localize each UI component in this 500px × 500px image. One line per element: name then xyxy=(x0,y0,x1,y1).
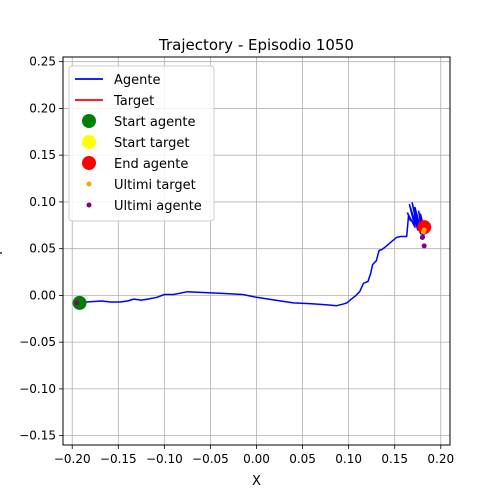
x-axis-label: X xyxy=(252,474,261,489)
y-tick-label: 0.15 xyxy=(29,148,56,162)
ultimi-agente-point xyxy=(421,243,427,249)
legend: Agente Target Start agente Start target End … xyxy=(68,65,215,222)
legend-swatch xyxy=(86,181,92,187)
y-ticks: −0.15 −0.10 −0.05 0.00 0.05 0.10 0.15 0.20 0.25 xyxy=(19,55,63,443)
legend-entry: Ultimi target xyxy=(86,178,196,193)
chart-title: Trajectory - Episodio 1050 xyxy=(158,36,354,54)
x-tick-label: 0.20 xyxy=(427,452,454,466)
legend-swatch xyxy=(82,156,96,170)
legend-label: Ultimi agente xyxy=(114,199,202,214)
legend-entry: Start agente xyxy=(82,114,195,130)
ultimi-target-point xyxy=(421,227,427,233)
x-tick-label: 0.00 xyxy=(243,452,270,466)
start-agente-marker xyxy=(72,295,87,310)
legend-swatch xyxy=(82,114,96,128)
ultimi-agente-point xyxy=(419,234,425,240)
y-tick-label: 0.00 xyxy=(29,288,56,302)
x-tick-label: 0.05 xyxy=(289,452,316,466)
series-layer xyxy=(78,202,426,307)
y-tick-label: −0.15 xyxy=(19,429,56,443)
legend-entry: Start target xyxy=(82,135,189,151)
legend-swatch xyxy=(82,135,96,149)
end-agente-marker xyxy=(417,220,432,235)
y-tick-label: −0.10 xyxy=(19,382,56,396)
x-ticks: −0.20 −0.15 −0.10 −0.05 0.00 0.05 0.10 0.15 0.20 xyxy=(54,445,454,466)
series-line-agente xyxy=(78,202,426,307)
y-tick-label: 0.20 xyxy=(29,101,56,115)
x-tick-label: −0.05 xyxy=(192,452,229,466)
legend-label: Ultimi target xyxy=(114,178,196,193)
legend-entry: Agente xyxy=(75,73,160,88)
marker-layer xyxy=(72,220,432,310)
legend-label: Agente xyxy=(114,73,160,88)
legend-entry: Target xyxy=(75,94,154,109)
y-tick-label: 0.25 xyxy=(29,55,56,69)
legend-entry: End agente xyxy=(82,156,188,172)
legend-swatch xyxy=(86,202,92,208)
y-tick-label: 0.05 xyxy=(29,242,56,256)
y-axis-label: Y xyxy=(0,249,6,258)
legend-label: Start agente xyxy=(114,115,195,130)
y-tick-label: 0.10 xyxy=(29,195,56,209)
legend-entry: Ultimi agente xyxy=(86,199,202,214)
x-tick-label: −0.20 xyxy=(54,452,91,466)
legend-label: End agente xyxy=(114,157,188,172)
ultimi-agente-point xyxy=(74,300,80,306)
x-tick-label: 0.15 xyxy=(381,452,408,466)
x-tick-label: 0.10 xyxy=(335,452,362,466)
legend-label: Start target xyxy=(114,136,189,151)
x-tick-label: −0.10 xyxy=(146,452,183,466)
y-tick-label: −0.05 xyxy=(19,335,56,349)
grid xyxy=(63,57,450,445)
legend-box xyxy=(68,65,215,222)
legend-label: Target xyxy=(113,94,154,109)
x-tick-label: −0.15 xyxy=(100,452,137,466)
